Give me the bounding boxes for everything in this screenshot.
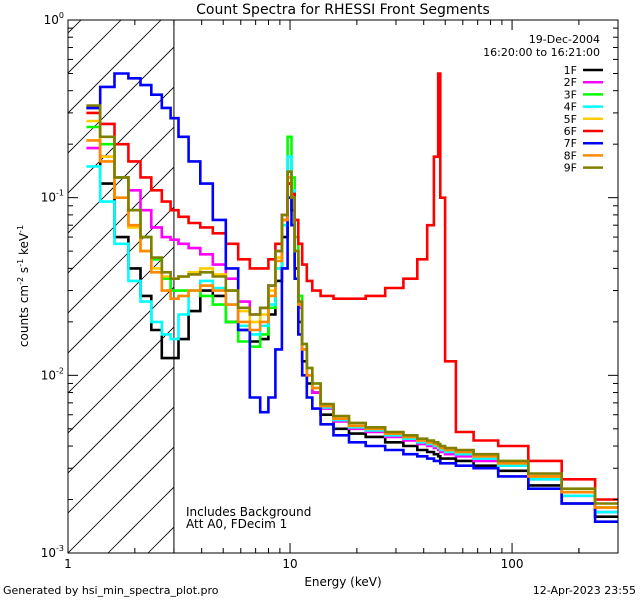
hatch-line [68,206,174,314]
hatched-region [0,0,175,553]
series-3f-line [86,125,618,509]
series-5f-line [86,119,618,509]
plot-frame [67,19,619,554]
legend-label: 2F [564,76,577,89]
legend-date: 19-Dec-2004 [529,33,600,46]
series-9f-line [86,104,618,505]
x-tick-label: 10 [282,557,297,571]
legend-label: 8F [564,149,577,162]
legend-label: 9F [564,162,577,175]
legend-label: 5F [564,113,577,126]
x-tick-label: 100 [501,557,524,571]
y-tick-label: 10-1 [41,189,64,205]
y-tick-label: 10-2 [41,366,64,382]
footer-generated-by: Generated by hsi_min_spectra_plot.pro [3,584,219,597]
x-tick-label: 1 [64,557,72,571]
hatch-line [68,20,162,114]
hatch-line [68,366,174,474]
chart-title: Count Spectra for RHESSI Front Segments [196,2,490,18]
hatch-line [68,286,174,394]
legend-time-range: 16:20:00 to 16:21:00 [483,46,600,59]
footer-timestamp: 12-Apr-2023 23:55 [533,584,636,597]
legend-label: 1F [564,64,577,77]
series-4f-line [86,155,618,514]
hatch-line [68,46,174,154]
hatch-line [0,0,68,553]
annotation-background: Includes Background [186,505,311,519]
annotation-attenuator: Att A0, FDecim 1 [186,517,287,531]
y-tick-label: 100 [44,11,64,27]
legend: 19-Dec-2004 16:20:00 to 16:21:00 1F2F3F4… [483,33,603,175]
y-axis-label: counts cm-2 s-1 keV-1 [16,225,31,347]
y-tick-label: 10-3 [41,544,64,560]
series-6f-line [86,72,618,501]
legend-label: 3F [564,88,577,101]
hatch-line [68,326,174,434]
hatch-line [68,86,174,194]
hatch-line [68,126,174,234]
legend-label: 4F [564,101,577,114]
series-8f-line [86,139,618,509]
hatch-line [68,246,174,354]
series-7f-line [86,72,618,523]
legend-label: 6F [564,125,577,138]
hatch-line [68,406,174,514]
hatch-line [68,446,174,553]
x-axis-label: Energy (keV) [304,575,381,589]
series-1f-line [86,106,618,518]
legend-label: 7F [564,137,577,150]
